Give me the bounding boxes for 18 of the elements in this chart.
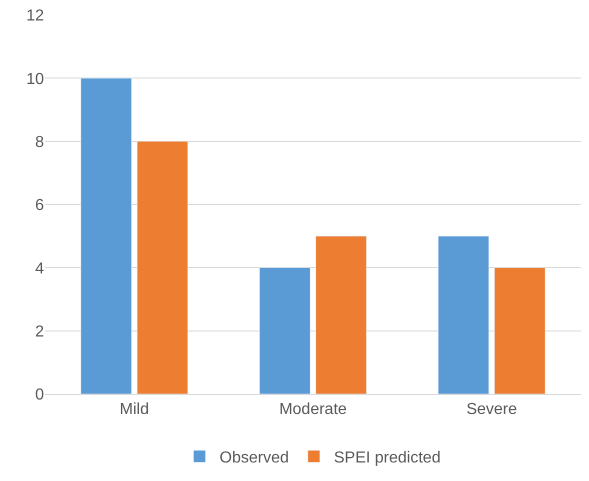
bar xyxy=(136,141,188,394)
x-tick-label: Severe xyxy=(466,401,518,418)
legend-label: SPEI predicted xyxy=(334,450,441,467)
bar xyxy=(316,236,367,394)
x-tick-label: Moderate xyxy=(279,401,347,418)
x-tick-label: Mild xyxy=(120,401,149,418)
y-tick-label: 0 xyxy=(35,386,44,404)
bar xyxy=(438,236,490,394)
y-tick-label: 10 xyxy=(26,70,44,88)
bar xyxy=(259,267,310,394)
y-tick-label: 6 xyxy=(35,197,44,214)
bar xyxy=(494,267,546,394)
y-tick-label: 12 xyxy=(26,8,44,25)
y-tick-label: 8 xyxy=(35,134,44,151)
y-tick-label: 2 xyxy=(35,323,44,340)
y-tick-label: 4 xyxy=(35,260,44,278)
bar xyxy=(80,78,132,394)
legend-label: Observed xyxy=(220,450,289,467)
